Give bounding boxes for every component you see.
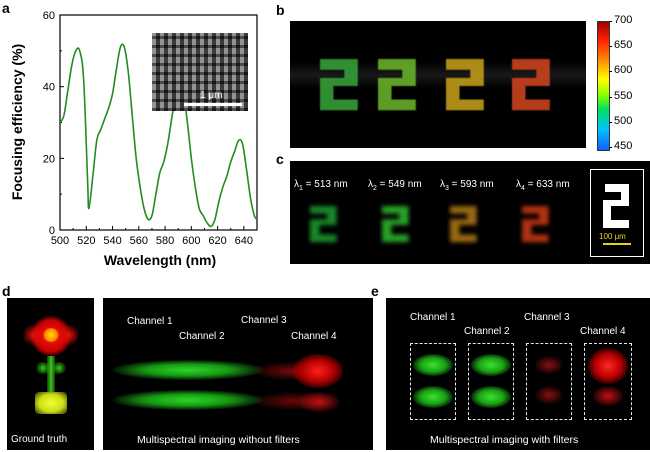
panel-label-b: b: [276, 2, 285, 18]
x-tick-label: 560: [130, 235, 148, 247]
reference-scalebar-label: 100 μm: [599, 232, 626, 241]
colorbar: [597, 21, 610, 151]
channel-label: Channel 4: [580, 326, 626, 337]
colorbar-tick: [609, 147, 612, 148]
channel-label: Channel 4: [291, 331, 337, 342]
panel-b-pattern: [446, 59, 484, 111]
channel-label: Channel 3: [524, 312, 570, 323]
channel-label: Channel 2: [179, 331, 225, 342]
channel-label: Channel 1: [410, 312, 456, 323]
panel-label-a: a: [2, 0, 10, 16]
x-tick-label: 500: [51, 235, 69, 247]
y-axis-label: Focusing efficiency (%): [9, 44, 25, 200]
colorbar-tick-label: 550: [614, 89, 633, 102]
colorbar-tick: [609, 46, 612, 48]
panel-b-image: [290, 21, 586, 148]
with-filter-image: Channel 1 Channel 2 Channel 3 Channel 4 Mul…: [386, 298, 650, 450]
x-tick-label: 620: [208, 235, 226, 247]
x-tick-label: 520: [77, 235, 95, 247]
no-filter-image: Channel 1 Channel 2 Channel 3 Channel 4 Mul…: [103, 298, 373, 450]
channel-label: Channel 1: [127, 316, 173, 327]
with-filter-caption: Multispectral imaging with filters: [430, 434, 579, 446]
efficiency-curve: [59, 43, 258, 228]
colorbar-tick-label: 500: [614, 114, 633, 127]
wavelength-label: λ4 = 633 nm: [516, 179, 570, 192]
colorbar-tick: [609, 21, 612, 22]
y-tick-label: 0: [49, 225, 55, 237]
colorbar-tick-label: 700: [614, 14, 633, 26]
colorbar-tick: [609, 96, 612, 98]
wavelength-label: λ3 = 593 nm: [440, 179, 494, 192]
sem-inset: 1 μm: [152, 33, 248, 111]
panel-c-pattern: [450, 206, 477, 243]
colorbar-tick-label: 650: [614, 39, 633, 52]
y-tick-label: 20: [43, 153, 55, 165]
panel-b-pattern: [378, 59, 416, 111]
wavelength-label: λ2 = 549 nm: [368, 179, 422, 192]
y-tick-label: 40: [43, 82, 55, 94]
panel-label-c: c: [276, 151, 284, 167]
colorbar-tick-label: 450: [614, 140, 633, 152]
panel-c-pattern: [522, 206, 549, 243]
channel-label: Channel 3: [241, 315, 287, 326]
no-filter-caption: Multispectral imaging without filters: [137, 434, 300, 446]
panel-c-image: λ1 = 513 nm λ2 = 549 nm λ3 = 593 nm λ4 = 63…: [290, 161, 650, 264]
sem-scalebar-label: 1 μm: [200, 90, 223, 101]
reference-pattern: 100 μm: [590, 169, 644, 257]
panel-c-pattern: [310, 206, 337, 243]
x-tick-label: 640: [235, 235, 253, 247]
ground-truth-label: Ground truth: [11, 434, 68, 445]
colorbar-tick: [609, 121, 612, 123]
panel-b-pattern: [512, 59, 550, 111]
efficiency-chart: 500 520 540 560 580 600 620 640 0 20 40 60 Waveleng…: [9, 10, 258, 268]
x-tick-label: 600: [182, 235, 200, 247]
sem-scalebar: [184, 103, 242, 106]
panel-label-e: e: [371, 283, 379, 299]
x-axis-label: Wavelength (nm): [104, 252, 216, 268]
colorbar-tick: [609, 71, 612, 73]
channel-label: Channel 2: [464, 326, 510, 337]
x-tick-label: 540: [103, 235, 121, 247]
y-tick-label: 60: [43, 10, 55, 22]
panel-c-pattern: [382, 206, 409, 243]
chart-ticks: 500 520 540 560 580 600 620 640 0 20 40 60: [43, 10, 253, 247]
panel-label-d: d: [2, 283, 11, 299]
x-tick-label: 580: [156, 235, 174, 247]
ground-truth-image: Ground truth: [7, 298, 94, 450]
panel-b-pattern: [320, 59, 358, 111]
wavelength-label: λ1 = 513 nm: [294, 179, 348, 192]
colorbar-tick-label: 600: [614, 64, 633, 77]
